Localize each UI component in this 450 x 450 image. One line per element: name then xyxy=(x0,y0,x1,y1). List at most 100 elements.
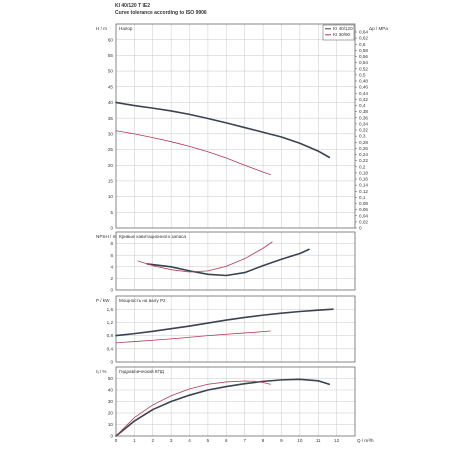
series-line-ki-40-120 xyxy=(146,248,310,277)
x-tick-label: 10 xyxy=(297,438,303,443)
right-tick-label: 0,38 xyxy=(359,109,368,114)
x-tick-label: 11 xyxy=(316,438,321,443)
y-axis-label: H / m xyxy=(96,26,107,31)
y-tick-label: 50 xyxy=(108,376,114,381)
series-line-ki-30-90 xyxy=(115,330,271,344)
right-tick-label: 0,22 xyxy=(359,158,368,163)
right-tick-label: 0,32 xyxy=(359,128,368,133)
series-line-ki-30-90 xyxy=(137,241,273,273)
panel-frame xyxy=(115,23,356,229)
y-tick-label: 55 xyxy=(108,53,114,58)
right-tick-label: 0,3 xyxy=(359,134,366,139)
chart-title: KI 40/120 T IE2 xyxy=(115,3,151,9)
panel-frame xyxy=(115,231,356,291)
y-tick-label: 0 xyxy=(110,288,113,293)
x-tick-label: 12 xyxy=(334,438,340,443)
y-tick-label: 0 xyxy=(110,226,113,231)
panel-title: Гидравлический КПД xyxy=(119,368,165,374)
series-line-ki-40-120 xyxy=(115,308,334,337)
series-line-ki-30-90 xyxy=(115,130,271,176)
y-axis-label: P / kW xyxy=(96,298,110,303)
right-tick-label: 0,48 xyxy=(359,79,368,84)
y-tick-label: 20 xyxy=(108,163,114,168)
right-tick-label: 0,2 xyxy=(359,164,366,169)
panel-frame xyxy=(115,295,356,363)
series-line-ki-40-120 xyxy=(115,378,331,437)
right-tick-label: 0,44 xyxy=(359,91,368,96)
right-tick-label: 0,16 xyxy=(359,177,368,182)
y-tick-label: 0 xyxy=(110,360,113,365)
right-tick-label: 0,58 xyxy=(359,48,368,53)
right-tick-label: 0,24 xyxy=(359,152,368,157)
x-tick-label: 8 xyxy=(262,438,265,443)
right-tick-label: 0,6 xyxy=(359,42,366,47)
right-tick-label: 0,04 xyxy=(359,213,368,218)
right-tick-label: 0,06 xyxy=(359,207,368,212)
y-tick-label: 1,6 xyxy=(107,307,114,312)
x-tick-label: 1 xyxy=(133,438,136,443)
y-tick-label: 25 xyxy=(108,147,114,152)
right-tick-label: 0,14 xyxy=(359,183,368,188)
y-tick-label: 40 xyxy=(108,100,114,105)
right-tick-label: 0,1 xyxy=(359,195,366,200)
x-axis-label: Q / m³/h xyxy=(357,438,374,443)
panel-title: Напор xyxy=(119,26,133,31)
y-tick-label: 20 xyxy=(108,411,114,416)
y-tick-label: 1,2 xyxy=(107,320,114,325)
y-tick-label: 30 xyxy=(108,131,114,136)
x-tick-label: 5 xyxy=(207,438,210,443)
right-tick-label: 0,4 xyxy=(359,103,366,108)
y-tick-label: 6 xyxy=(110,253,113,258)
series-line-ki-40-120 xyxy=(115,101,331,159)
y-tick-label: 35 xyxy=(108,116,114,121)
y-tick-label: 2 xyxy=(110,276,113,281)
right-tick-label: 0,62 xyxy=(359,36,368,41)
y-tick-label: 15 xyxy=(108,179,114,184)
y-axis-label: η / % xyxy=(96,369,106,374)
x-tick-label: 7 xyxy=(243,438,246,443)
right-tick-label: 0,18 xyxy=(359,170,368,175)
y-tick-label: 0,8 xyxy=(107,333,114,338)
y-tick-label: 10 xyxy=(108,422,114,427)
right-tick-label: 0,5 xyxy=(359,72,366,77)
x-tick-label: 9 xyxy=(280,438,283,443)
right-tick-label: 0,54 xyxy=(359,60,368,65)
y-tick-label: 0 xyxy=(110,434,113,439)
y-axis-label: NPSH / m xyxy=(96,234,117,239)
y-tick-label: 8 xyxy=(110,241,113,246)
chart-subtitle: Curve tolerance according to ISO 9906 xyxy=(115,10,207,16)
right-tick-label: 0,26 xyxy=(359,146,368,151)
right-axis-label: Δp / MPa xyxy=(369,26,388,31)
right-tick-label: 0,02 xyxy=(359,219,368,224)
right-tick-label: 0,46 xyxy=(359,85,368,90)
right-tick-label: 0,12 xyxy=(359,189,368,194)
y-tick-label: 10 xyxy=(108,194,114,199)
right-tick-label: 0,64 xyxy=(359,30,368,35)
y-tick-label: 45 xyxy=(108,84,114,89)
right-tick-label: 0,34 xyxy=(359,121,368,126)
y-tick-label: 60 xyxy=(108,37,114,42)
right-tick-label: 0 xyxy=(359,226,362,231)
legend-label: KI 30/90 xyxy=(333,32,351,37)
y-tick-label: 0,4 xyxy=(107,346,114,351)
x-tick-label: 0 xyxy=(115,438,118,443)
x-tick-label: 3 xyxy=(170,438,173,443)
y-tick-label: 40 xyxy=(108,388,114,393)
y-tick-label: 30 xyxy=(108,399,114,404)
right-tick-label: 0,42 xyxy=(359,97,368,102)
right-tick-label: 0,28 xyxy=(359,140,368,145)
y-tick-label: 50 xyxy=(108,69,114,74)
legend-label: KI 40/120 xyxy=(333,26,353,31)
x-tick-label: 4 xyxy=(188,438,191,443)
right-tick-label: 0,52 xyxy=(359,66,368,71)
panel-title: Кривые кавитационного запаса xyxy=(119,234,186,239)
right-tick-label: 0,56 xyxy=(359,54,368,59)
right-tick-label: 0,08 xyxy=(359,201,368,206)
panel-title: Мощность на валу P2 xyxy=(119,298,166,303)
y-tick-label: 5 xyxy=(110,210,113,215)
x-tick-label: 2 xyxy=(151,438,154,443)
right-tick-label: 0,36 xyxy=(359,115,368,120)
x-tick-label: 6 xyxy=(225,438,228,443)
y-tick-label: 4 xyxy=(110,264,113,269)
